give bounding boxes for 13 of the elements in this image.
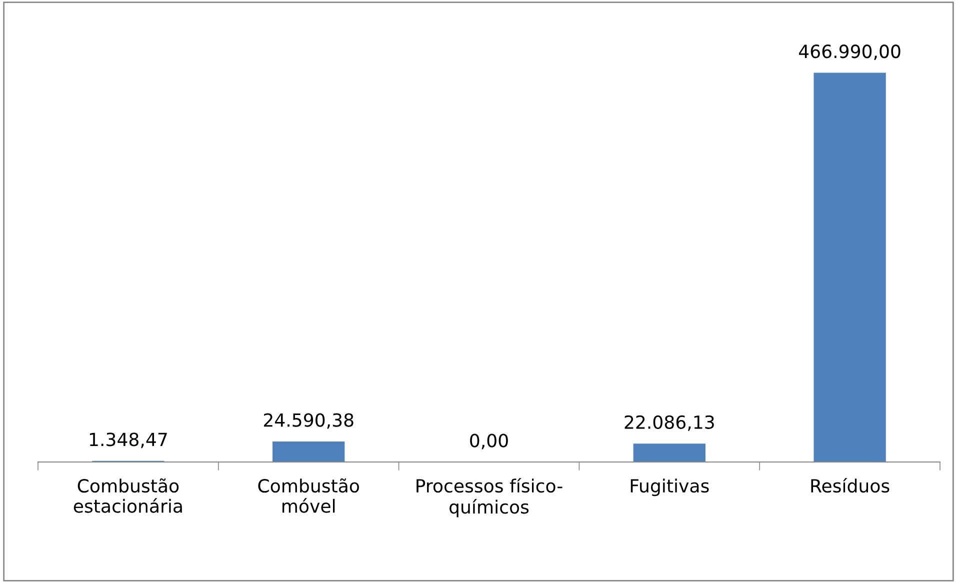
x-tick-label: Fugitivas: [630, 478, 709, 496]
data-label: 0,00: [470, 434, 508, 450]
x-tick-label: Processos físico- químicos: [416, 478, 562, 518]
data-label: 24.590,38: [264, 413, 354, 429]
bar: [814, 72, 886, 462]
x-tick-label: Resíduos: [811, 478, 890, 493]
data-label: 1.348,47: [90, 432, 167, 448]
x-tick-label: Combustão móvel: [258, 478, 359, 513]
data-label: 466.990,00: [798, 44, 900, 60]
x-tick-label: Combustão estacionária: [74, 478, 182, 513]
data-label: 22.086,13: [624, 415, 714, 431]
bar: [272, 442, 345, 462]
bar: [633, 444, 706, 462]
